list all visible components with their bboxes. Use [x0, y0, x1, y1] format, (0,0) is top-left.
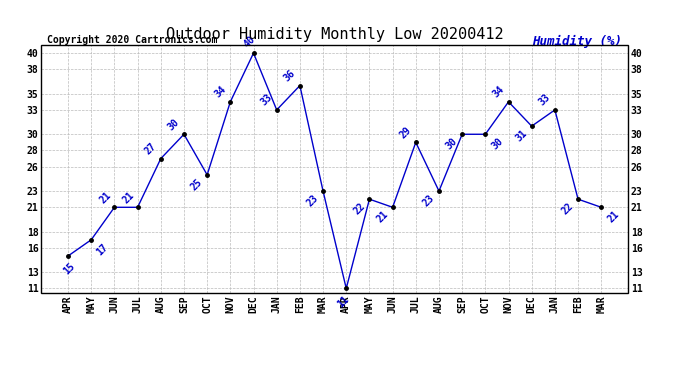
Text: Copyright 2020 Cartronics.com: Copyright 2020 Cartronics.com — [47, 35, 217, 45]
Text: 21: 21 — [605, 209, 621, 225]
Text: 21: 21 — [98, 190, 113, 205]
Text: 23: 23 — [305, 193, 320, 208]
Text: 33: 33 — [259, 92, 274, 108]
Text: 22: 22 — [560, 201, 575, 216]
Text: 33: 33 — [537, 92, 552, 108]
Text: 21: 21 — [375, 209, 390, 225]
Text: 31: 31 — [513, 128, 529, 143]
Text: 30: 30 — [444, 136, 460, 152]
Text: 21: 21 — [121, 190, 137, 205]
Text: Humidity (%): Humidity (%) — [532, 35, 622, 48]
Title: Outdoor Humidity Monthly Low 20200412: Outdoor Humidity Monthly Low 20200412 — [166, 27, 504, 42]
Text: 25: 25 — [189, 177, 204, 192]
Text: 34: 34 — [213, 84, 228, 100]
Text: 15: 15 — [61, 261, 77, 276]
Text: 17: 17 — [94, 242, 110, 257]
Text: 11: 11 — [335, 294, 351, 310]
Text: 29: 29 — [397, 125, 413, 140]
Text: 30: 30 — [489, 136, 505, 152]
Text: 23: 23 — [421, 193, 436, 208]
Text: 40: 40 — [242, 34, 258, 50]
Text: 34: 34 — [491, 84, 506, 100]
Text: 27: 27 — [143, 141, 158, 156]
Text: 30: 30 — [166, 117, 181, 132]
Text: 22: 22 — [351, 201, 367, 216]
Text: 36: 36 — [282, 68, 297, 83]
